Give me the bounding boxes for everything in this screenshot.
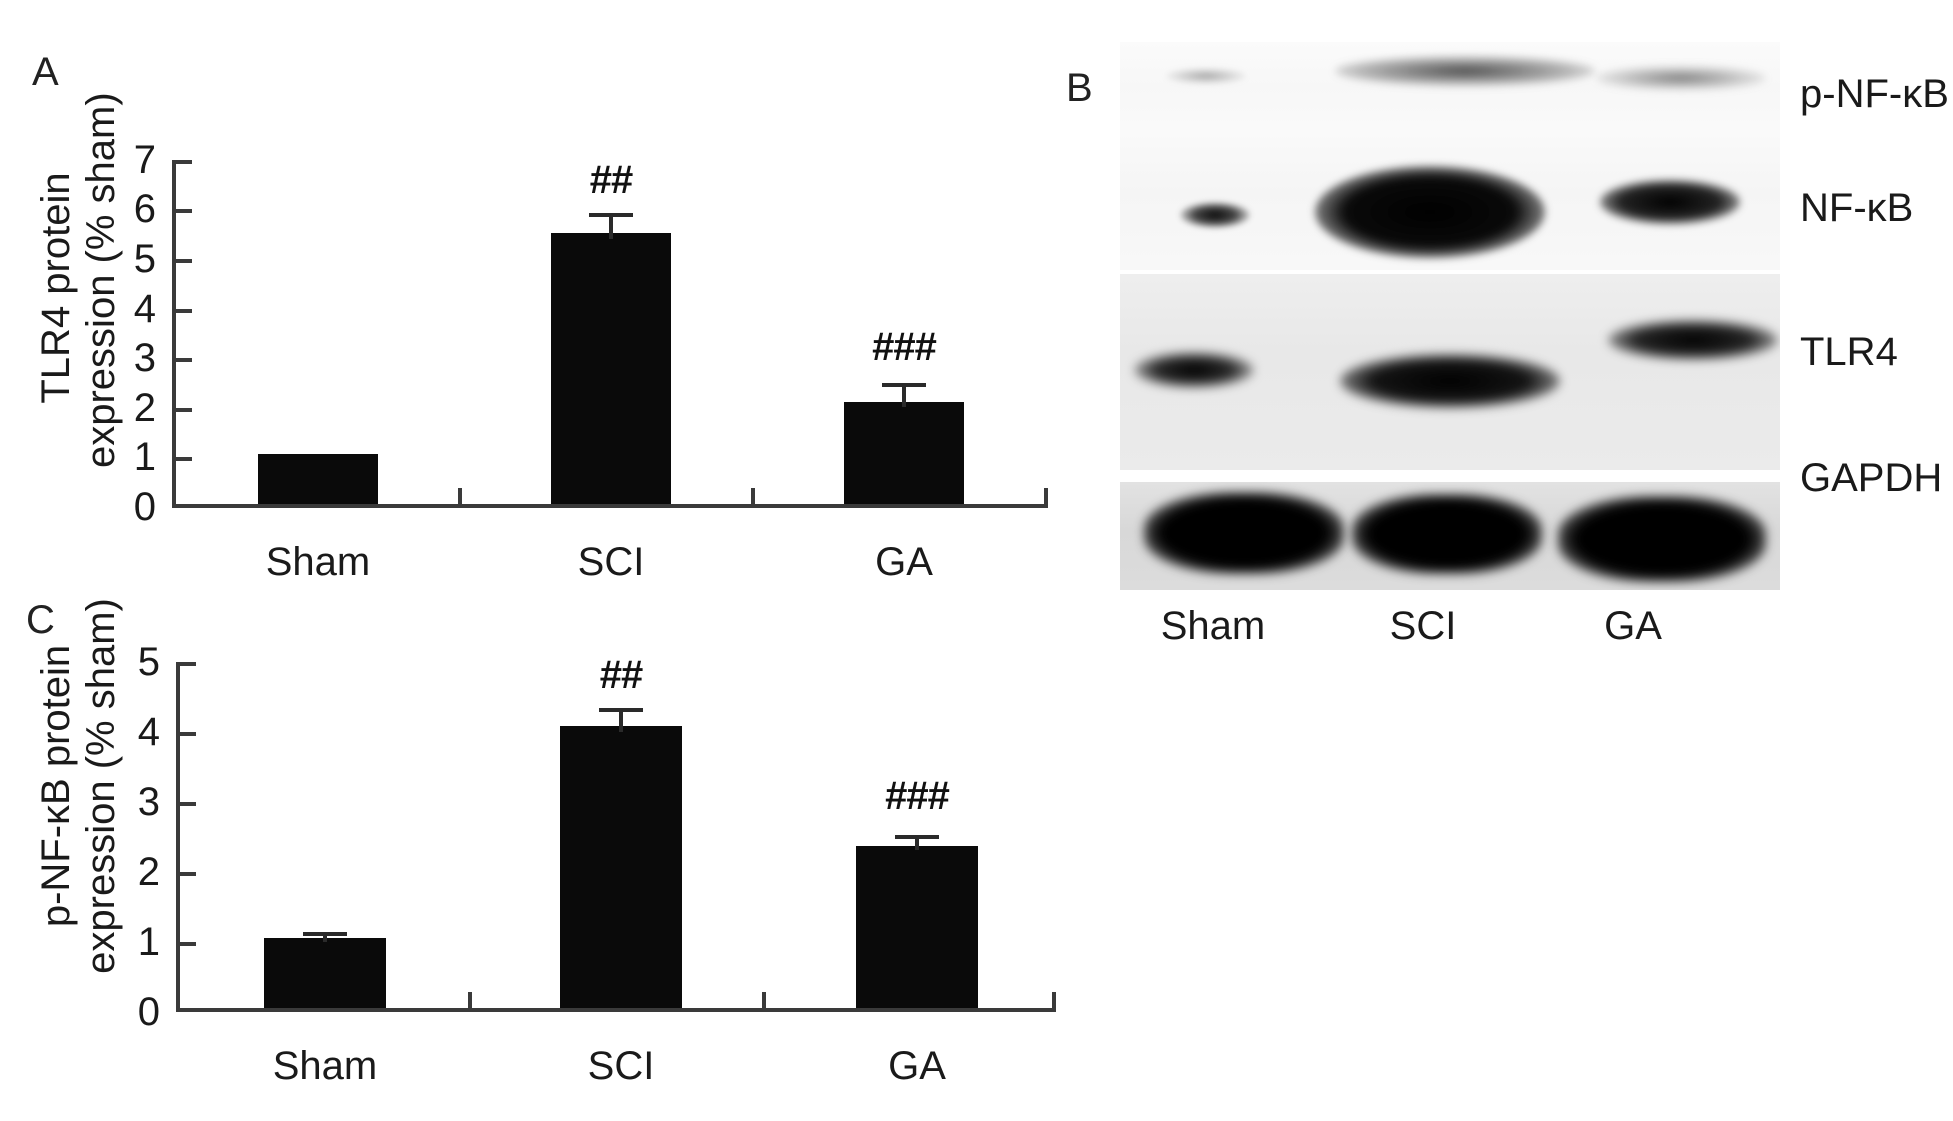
blot-strip-tlr4 bbox=[1120, 274, 1780, 470]
panel-c-xtick-label-sci: SCI bbox=[587, 1044, 655, 1088]
blot-row-label-tlr4: TLR4 bbox=[1800, 330, 1898, 374]
panel-a-bar-sci bbox=[551, 233, 671, 504]
panel-a-significance-ga: ### bbox=[872, 325, 937, 369]
panel-c-errorbar-sci bbox=[619, 708, 623, 732]
panel-c-y-axis bbox=[176, 662, 180, 1012]
panel-a-errorbar-ga bbox=[902, 383, 906, 407]
panel-c-ytick-label-1: 1 bbox=[137, 920, 160, 964]
panel-a-ytick-2 bbox=[176, 408, 192, 412]
panel-a-bar-ga bbox=[844, 402, 964, 504]
blot-band-tlr4-sham bbox=[1134, 352, 1254, 388]
blot-band-nf-kb-sham bbox=[1180, 202, 1250, 228]
panel-c-ytick-5 bbox=[180, 662, 196, 666]
panel-c-letter: C bbox=[26, 598, 55, 642]
panel-c-ytick-label-5: 5 bbox=[137, 640, 160, 684]
panel-a-bar-sham bbox=[258, 454, 378, 504]
panel-a-xtick-label-sci: SCI bbox=[577, 540, 645, 584]
panel-a-ytick-label-4: 4 bbox=[133, 287, 156, 331]
panel-c-y-axis-label: p-NF-κB protein expression (% sham) bbox=[34, 586, 124, 986]
panel-a-ytick-label-5: 5 bbox=[133, 237, 156, 281]
panel-c-errorbar-ga bbox=[915, 835, 919, 850]
panel-a-ytick-label-2: 2 bbox=[133, 386, 156, 430]
panel-c-y-axis-label-line1: p-NF-κB protein bbox=[34, 644, 78, 928]
panel-a-ytick-7 bbox=[176, 160, 192, 164]
blot-band-p-nf-kb-sci bbox=[1335, 56, 1595, 86]
panel-c-x-axis bbox=[176, 1008, 1056, 1012]
panel-a-errorbar-sci bbox=[609, 213, 613, 239]
blot-band-gapdh-ga bbox=[1558, 496, 1766, 582]
panel-a-xtick-label-sham: Sham bbox=[265, 540, 371, 584]
panel-c-significance-sci: ## bbox=[599, 653, 644, 697]
panel-b-letter: B bbox=[1066, 66, 1093, 110]
panel-c-ytick-4 bbox=[180, 732, 196, 736]
blot-strip-p-nf-kb bbox=[1120, 42, 1780, 130]
panel-c-xtick-label-sham: Sham bbox=[272, 1044, 378, 1088]
panel-c-ytick-label-0: 0 bbox=[137, 990, 160, 1034]
panel-a-ytick-label-6: 6 bbox=[133, 187, 156, 231]
panel-c-ytick-2 bbox=[180, 872, 196, 876]
panel-c-ytick-3 bbox=[180, 802, 196, 806]
panel-b-western-blot: p-NF-κB NF-κB TLR4 GAPDH Sham SCI GA bbox=[1060, 30, 1953, 646]
panel-a-xtick-2 bbox=[751, 488, 755, 504]
panel-c-ytick-label-2: 2 bbox=[137, 850, 160, 894]
panel-c-xtick-label-ga: GA bbox=[888, 1044, 946, 1088]
panel-c-xtick-1 bbox=[468, 992, 472, 1008]
blot-band-gapdh-sci bbox=[1352, 494, 1542, 574]
blot-band-nf-kb-sci bbox=[1315, 166, 1545, 258]
blot-lane-label-ga: GA bbox=[1604, 604, 1662, 648]
blot-lane-label-sham: Sham bbox=[1160, 604, 1266, 648]
panel-c-errorcap-sci bbox=[599, 708, 643, 712]
panel-c-errorcap-sham bbox=[303, 932, 347, 936]
blot-strip-nf-kb bbox=[1120, 130, 1780, 270]
blot-band-p-nf-kb-ga bbox=[1596, 66, 1766, 90]
panel-c-bar-sham bbox=[264, 938, 386, 1008]
panel-a-ytick-label-3: 3 bbox=[133, 336, 156, 380]
panel-a-significance-sci: ## bbox=[589, 158, 634, 202]
panel-c-bar-ga bbox=[856, 846, 978, 1008]
blot-row-label-gapdh: GAPDH bbox=[1800, 456, 1943, 500]
panel-a-ytick-5 bbox=[176, 259, 192, 263]
blot-band-nf-kb-ga bbox=[1600, 180, 1740, 224]
panel-a-errorcap-ga bbox=[882, 383, 926, 387]
panel-a-chart: TLR4 protein expression (% sham) 7 6 5 4… bbox=[0, 0, 1060, 584]
panel-a-ytick-label-7: 7 bbox=[133, 138, 156, 182]
blot-band-tlr4-ga bbox=[1608, 320, 1778, 360]
panel-a-ytick-label-0: 0 bbox=[133, 485, 156, 529]
panel-a-letter: A bbox=[32, 50, 59, 94]
blot-strip-gapdh bbox=[1120, 482, 1780, 590]
panel-c-xtick-end bbox=[1052, 992, 1056, 1008]
panel-c-errorbar-sham bbox=[323, 932, 327, 942]
blot-band-p-nf-kb-sham bbox=[1166, 68, 1246, 84]
blot-row-label-p-nf-kb: p-NF-κB bbox=[1800, 72, 1949, 116]
panel-c-chart: p-NF-κB protein expression (% sham) 5 4 … bbox=[34, 586, 1056, 1088]
panel-c-errorcap-ga bbox=[895, 835, 939, 839]
panel-a-xtick-1 bbox=[458, 488, 462, 504]
blot-lane-label-sci: SCI bbox=[1389, 604, 1457, 648]
panel-c-xtick-2 bbox=[762, 992, 766, 1008]
blot-band-gapdh-sham bbox=[1144, 492, 1344, 574]
blot-row-label-nf-kb: NF-κB bbox=[1800, 186, 1914, 230]
panel-a-ytick-label-1: 1 bbox=[133, 435, 156, 479]
panel-a-y-axis bbox=[172, 160, 176, 508]
panel-a-ytick-1 bbox=[176, 457, 192, 461]
panel-c-significance-ga: ### bbox=[885, 774, 950, 818]
panel-c-ytick-1 bbox=[180, 942, 196, 946]
panel-a-xtick-label-ga: GA bbox=[875, 540, 933, 584]
panel-a-ytick-6 bbox=[176, 209, 192, 213]
panel-c-bar-sci bbox=[560, 726, 682, 1008]
panel-c-ytick-label-3: 3 bbox=[137, 780, 160, 824]
panel-a-ytick-3 bbox=[176, 358, 192, 362]
panel-a-xtick-end bbox=[1044, 488, 1048, 504]
panel-c-ytick-label-4: 4 bbox=[137, 710, 160, 754]
panel-a-ytick-4 bbox=[176, 309, 192, 313]
blot-band-tlr4-sci bbox=[1340, 354, 1560, 408]
panel-a-errorcap-sci bbox=[589, 213, 633, 217]
panel-a-x-axis bbox=[172, 504, 1048, 508]
